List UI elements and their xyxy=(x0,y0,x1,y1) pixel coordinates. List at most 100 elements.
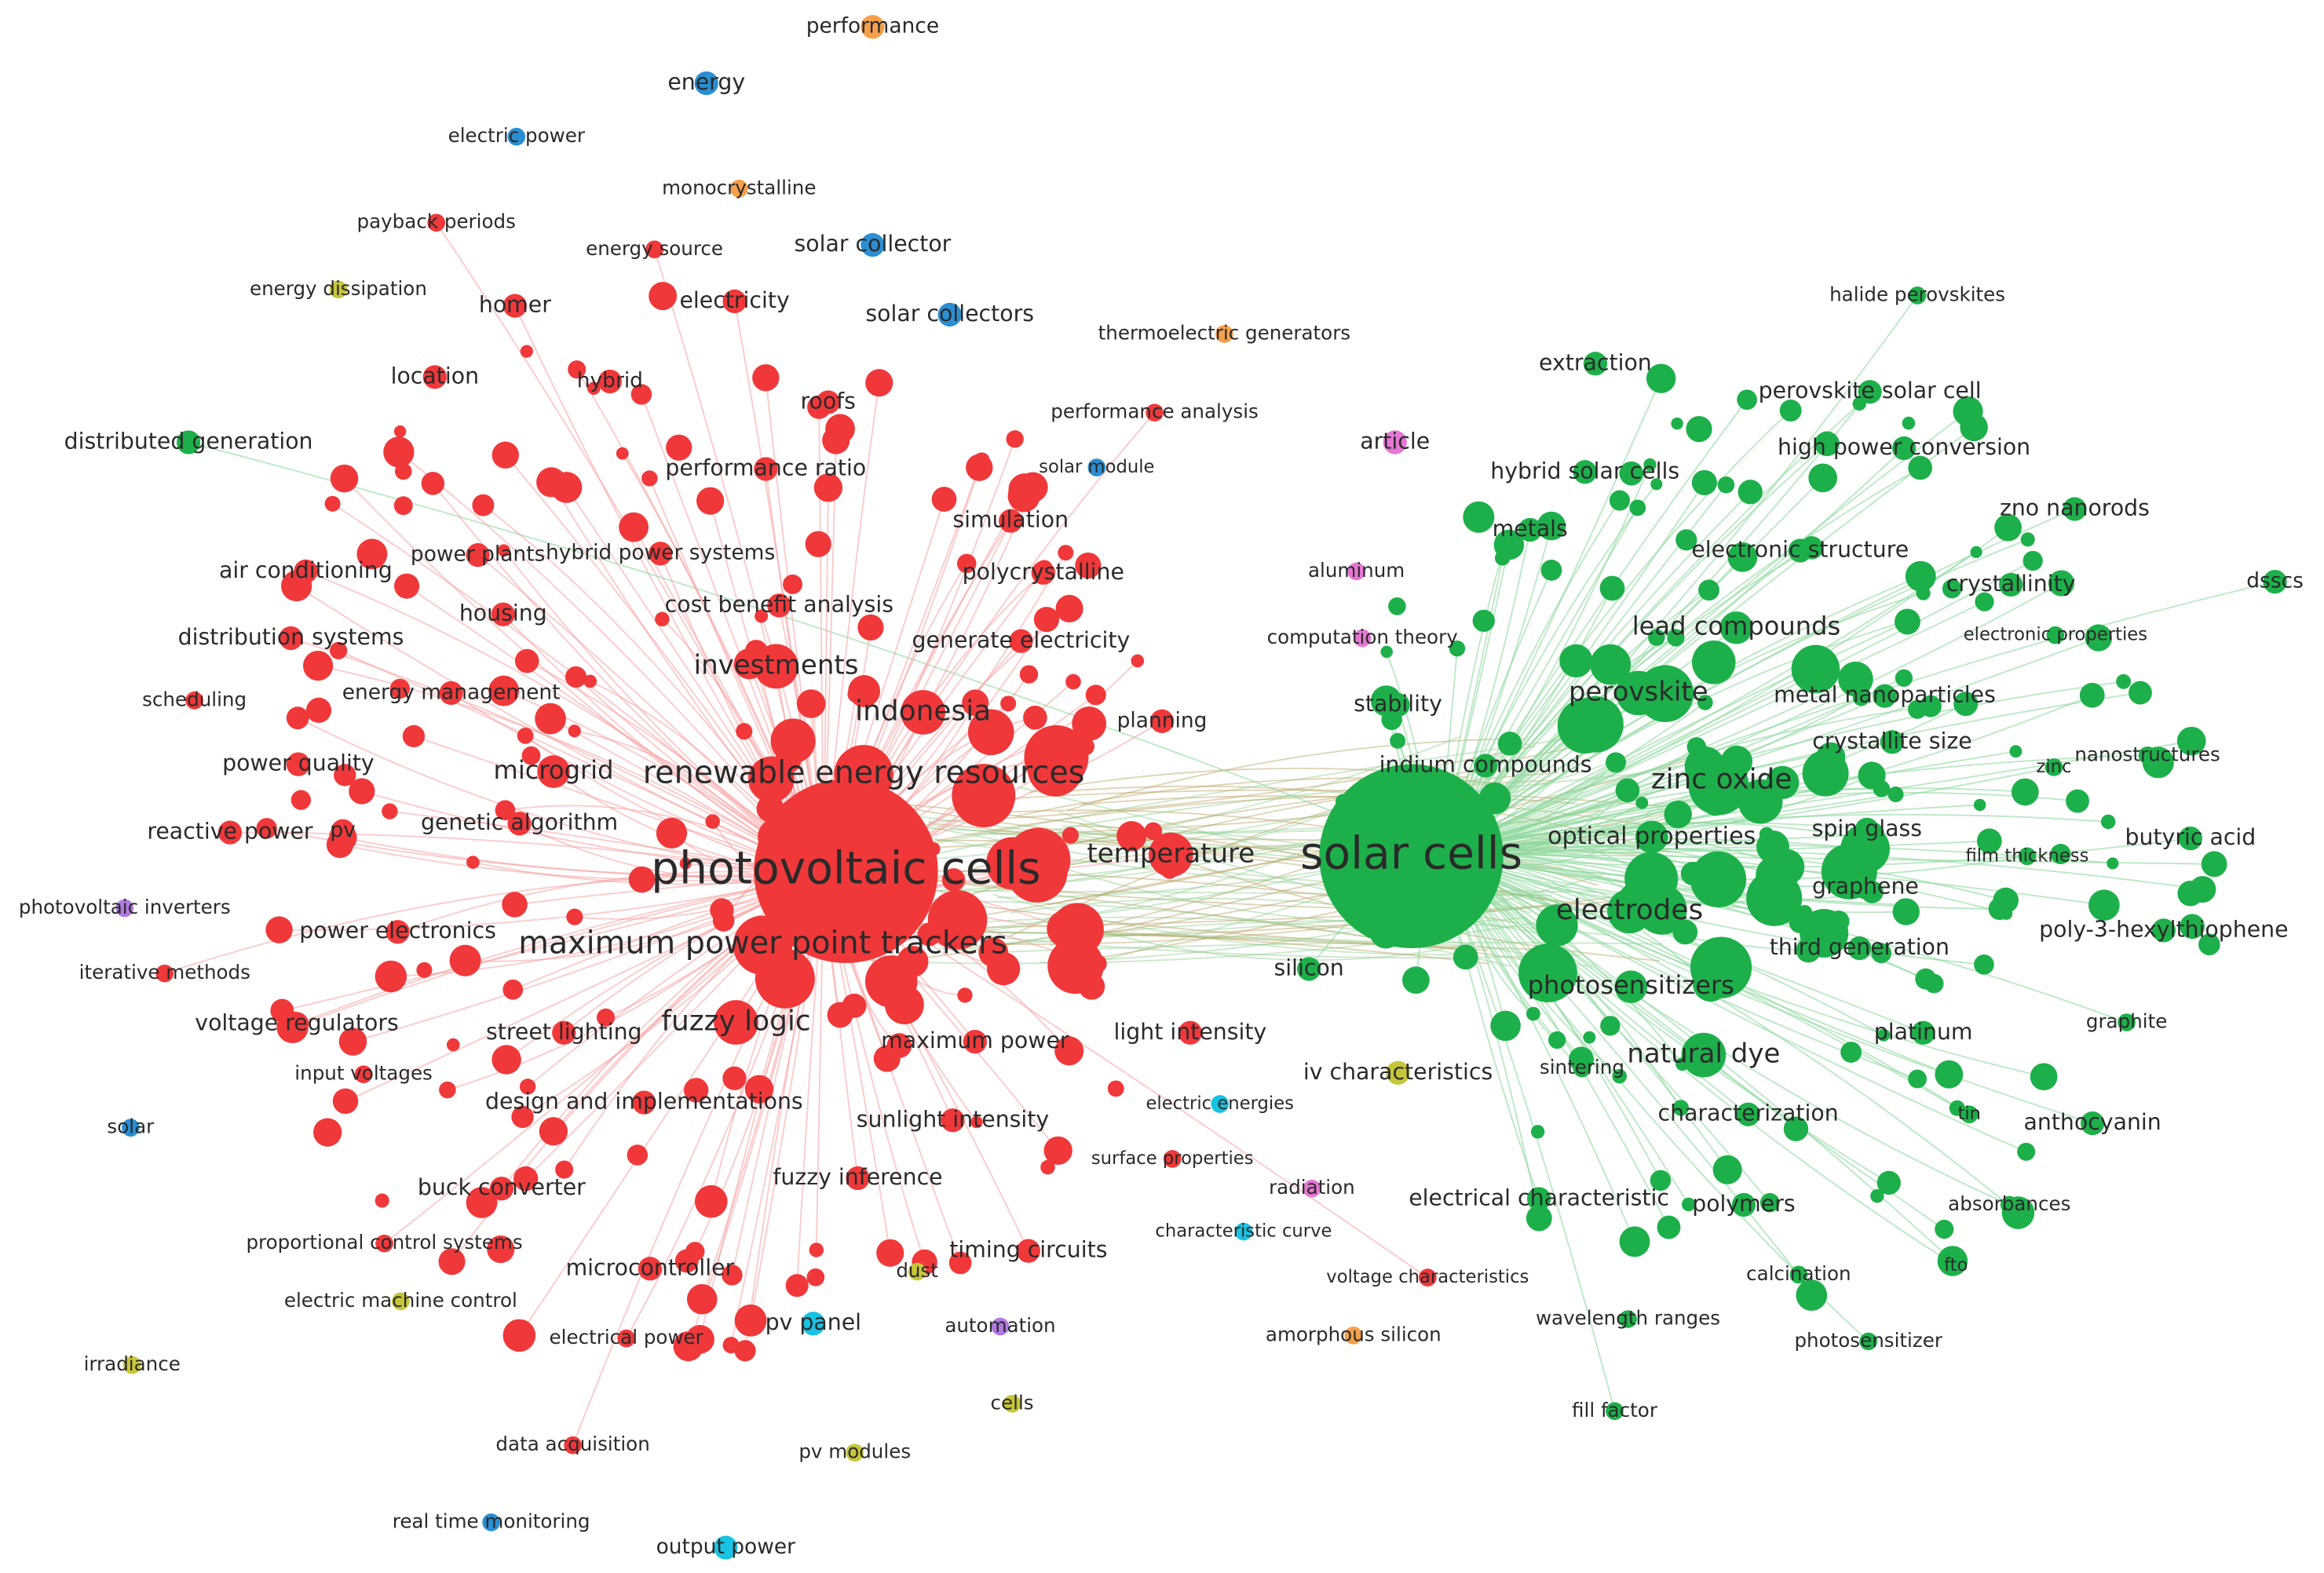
node xyxy=(1557,698,1613,754)
node xyxy=(2180,914,2205,940)
node xyxy=(356,538,388,570)
node xyxy=(1402,966,1430,995)
node xyxy=(2129,681,2152,705)
node xyxy=(656,817,688,849)
node xyxy=(1657,1215,1681,1239)
node xyxy=(502,979,524,1000)
node xyxy=(1690,851,1747,908)
node xyxy=(393,425,407,438)
node xyxy=(1779,400,1802,422)
node xyxy=(748,756,795,803)
edge xyxy=(926,916,1592,969)
node xyxy=(375,1193,389,1208)
node-label: simulation xyxy=(952,507,1069,533)
node xyxy=(1072,706,1107,741)
node xyxy=(1494,550,1511,566)
node xyxy=(1796,1279,1828,1311)
node xyxy=(2176,726,2206,756)
edge xyxy=(1439,582,2062,854)
node-label: extraction xyxy=(1539,349,1652,375)
node-label: performance xyxy=(806,14,939,38)
node xyxy=(1877,1028,1891,1042)
node xyxy=(402,724,426,748)
node xyxy=(2048,570,2075,597)
edge xyxy=(279,874,824,931)
node-label: perovskite xyxy=(1569,676,1708,707)
node xyxy=(513,1166,539,1192)
node xyxy=(1518,517,1542,542)
node xyxy=(1686,416,1712,443)
node xyxy=(1019,665,1039,684)
node xyxy=(754,457,778,481)
node-label: zno nanorods xyxy=(2000,495,2150,521)
node xyxy=(1616,670,1661,716)
node xyxy=(155,964,174,983)
edge xyxy=(1439,600,1985,854)
node xyxy=(617,1329,635,1348)
node xyxy=(813,473,843,502)
node-label: energy xyxy=(667,69,745,95)
node-label: radiation xyxy=(1269,1176,1355,1199)
edge xyxy=(1439,692,2141,854)
node xyxy=(375,1234,393,1253)
node xyxy=(421,472,445,495)
node xyxy=(1788,538,1812,563)
node-label: photosensitizers xyxy=(1528,970,1734,1000)
node xyxy=(539,1117,568,1146)
node xyxy=(375,960,407,993)
node xyxy=(1087,458,1106,476)
node xyxy=(497,544,510,557)
node xyxy=(1800,908,1849,958)
node xyxy=(616,447,629,460)
node xyxy=(722,1066,747,1090)
node xyxy=(1055,594,1083,622)
node-label: indonesia xyxy=(855,695,991,727)
node xyxy=(1116,821,1147,852)
edge xyxy=(1438,852,1890,1184)
node xyxy=(313,1118,342,1147)
node xyxy=(1344,1327,1363,1345)
edge xyxy=(1439,838,2191,868)
edge xyxy=(305,571,824,877)
node xyxy=(714,1535,738,1560)
node xyxy=(1664,800,1692,829)
node xyxy=(1590,644,1632,685)
node xyxy=(331,819,355,843)
node xyxy=(1599,575,1625,601)
node-label: cells xyxy=(991,1391,1034,1414)
node xyxy=(1919,695,1942,717)
node-label: dust xyxy=(896,1259,938,1282)
node xyxy=(1960,1105,1979,1124)
edge xyxy=(1438,411,1969,854)
node xyxy=(1908,1069,1928,1089)
node xyxy=(714,1000,758,1045)
node xyxy=(502,892,528,918)
node-label: graphene xyxy=(1812,874,1919,900)
node xyxy=(1871,943,1892,964)
node-label: iv characteristics xyxy=(1303,1059,1493,1085)
node xyxy=(619,512,649,542)
node xyxy=(332,1088,359,1115)
node-label: wavelength ranges xyxy=(1536,1307,1720,1330)
node xyxy=(1698,579,1719,601)
node-label: aluminum xyxy=(1308,559,1405,582)
node-label: electronic structure xyxy=(1691,536,1909,562)
node xyxy=(1353,629,1372,648)
node-label: poly-3-hexylthiophene xyxy=(2039,916,2288,942)
node xyxy=(1672,1100,1690,1116)
node xyxy=(566,908,583,925)
node xyxy=(1319,764,1504,949)
node xyxy=(1756,830,1789,863)
node-label: characterization xyxy=(1658,1100,1839,1126)
node xyxy=(770,718,816,764)
node-label: energy dissipation xyxy=(250,277,427,300)
node xyxy=(1548,1031,1566,1049)
node-label: electric machine control xyxy=(284,1289,517,1312)
edge xyxy=(928,745,1536,823)
node-label: housing xyxy=(459,600,547,626)
node xyxy=(394,462,412,480)
node-label: street lighting xyxy=(486,1019,642,1045)
node xyxy=(511,1105,534,1129)
node-label: fuzzy logic xyxy=(661,1005,810,1038)
node xyxy=(1518,943,1577,1003)
